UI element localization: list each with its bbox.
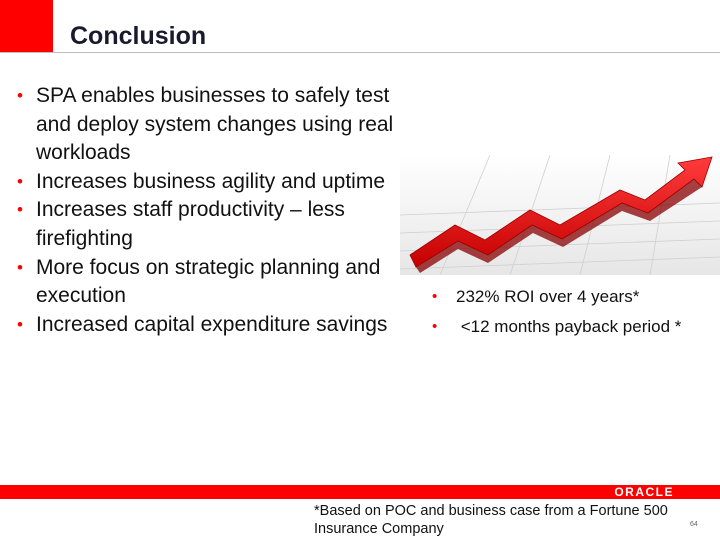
bullet-item: • 232% ROI over 4 years* (432, 286, 712, 308)
slide-title: Conclusion (70, 22, 207, 50)
bullet-icon: • (432, 288, 438, 305)
bullet-item: • Increases business agility and uptime (14, 168, 404, 197)
page-number: 64 (690, 521, 698, 528)
bullet-text: Increased capital expenditure savings (36, 312, 388, 336)
bullet-icon: • (17, 86, 23, 105)
roi-bullet-list: • 232% ROI over 4 years* • <12 months pay… (432, 286, 712, 346)
bullet-icon: • (17, 257, 23, 277)
bullet-text: <12 months payback period * (456, 317, 682, 336)
bullet-text: 232% ROI over 4 years* (456, 287, 640, 306)
main-bullet-list: • SPA enables businesses to safely test a… (14, 82, 404, 339)
bullet-icon: • (17, 200, 23, 220)
bullet-text: More focus on strategic planning and exe… (36, 255, 381, 308)
bullet-item: • Increased capital expenditure savings (14, 311, 404, 340)
footnote: *Based on POC and business case from a F… (314, 503, 668, 537)
bullet-text: SPA enables businesses to safely test an… (36, 84, 394, 165)
bullet-text: Increases business agility and uptime (36, 169, 386, 193)
bullet-item: • SPA enables businesses to safely test a… (14, 82, 404, 168)
bullet-text: Increases staff productivity – less fire… (36, 198, 345, 250)
bullet-icon: • (432, 318, 438, 335)
bullet-icon: • (17, 314, 23, 334)
title-accent-block (0, 0, 53, 52)
bullet-item: • More focus on strategic planning and ex… (14, 254, 404, 311)
bullet-item: • Increases staff productivity – less fir… (14, 196, 404, 253)
bullet-item: • <12 months payback period * (432, 316, 712, 338)
bullet-icon: • (17, 171, 23, 191)
oracle-logo: ORACLE (614, 485, 674, 499)
red-arrow-growth-chart-icon (400, 155, 720, 275)
footer-bar (0, 485, 720, 499)
title-divider (0, 52, 720, 53)
